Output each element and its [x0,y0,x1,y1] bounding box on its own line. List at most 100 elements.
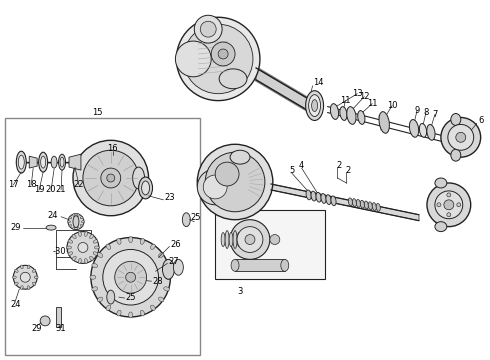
Ellipse shape [73,216,79,228]
Polygon shape [69,154,81,170]
Ellipse shape [142,181,149,195]
Ellipse shape [67,246,72,249]
Text: 28: 28 [152,277,163,286]
Ellipse shape [352,199,356,207]
Ellipse shape [68,221,71,223]
Ellipse shape [16,151,26,173]
Text: 5: 5 [289,166,294,175]
Ellipse shape [27,265,30,269]
Ellipse shape [51,156,57,168]
Ellipse shape [73,227,75,230]
Circle shape [67,231,99,264]
Ellipse shape [93,240,98,243]
Text: 22: 22 [74,180,84,189]
Text: 10: 10 [387,101,397,110]
Ellipse shape [356,199,361,207]
Text: 21: 21 [56,185,66,194]
Polygon shape [256,68,310,112]
Ellipse shape [133,167,145,189]
Ellipse shape [241,231,245,248]
Ellipse shape [32,282,36,285]
Text: 11: 11 [367,99,377,108]
Text: 2: 2 [337,161,342,170]
Circle shape [78,243,88,252]
Text: 24: 24 [48,211,58,220]
Ellipse shape [331,196,336,206]
Text: 20: 20 [46,185,56,194]
Text: 25: 25 [190,213,201,222]
Ellipse shape [81,221,84,223]
Circle shape [115,261,147,293]
Ellipse shape [182,213,190,227]
Ellipse shape [68,240,73,243]
Ellipse shape [219,69,247,89]
Circle shape [200,21,216,37]
Ellipse shape [348,198,352,206]
Text: 6: 6 [479,116,484,125]
Ellipse shape [237,233,241,247]
Ellipse shape [164,264,170,268]
Ellipse shape [69,225,72,227]
Ellipse shape [15,282,18,285]
Ellipse shape [34,276,38,279]
Ellipse shape [15,269,18,273]
Ellipse shape [84,258,88,264]
Circle shape [197,169,233,205]
Ellipse shape [139,177,152,199]
Ellipse shape [330,104,339,120]
Text: 17: 17 [8,180,19,189]
Ellipse shape [410,120,418,137]
Ellipse shape [59,154,66,170]
Ellipse shape [281,260,289,271]
Circle shape [103,249,158,305]
Text: 18: 18 [26,180,37,189]
Ellipse shape [69,216,72,219]
Ellipse shape [379,112,390,133]
Ellipse shape [225,231,229,248]
Ellipse shape [78,231,81,237]
Ellipse shape [230,150,250,164]
Ellipse shape [129,237,133,243]
Circle shape [441,117,481,157]
Ellipse shape [340,107,347,120]
Text: 25: 25 [125,293,136,302]
Circle shape [197,144,273,220]
Ellipse shape [309,95,320,117]
Text: 4: 4 [299,161,304,170]
Ellipse shape [321,194,326,203]
Ellipse shape [12,276,16,279]
Ellipse shape [427,125,435,140]
Circle shape [437,203,441,207]
Ellipse shape [98,297,103,302]
Ellipse shape [140,238,145,244]
Ellipse shape [360,200,365,208]
Ellipse shape [173,260,183,275]
Ellipse shape [18,155,24,169]
Ellipse shape [229,233,233,247]
Ellipse shape [316,192,321,202]
Ellipse shape [39,152,48,172]
Circle shape [447,213,451,217]
Circle shape [176,17,260,100]
Ellipse shape [41,156,46,168]
Circle shape [91,238,171,317]
Text: 31: 31 [56,324,66,333]
Text: 15: 15 [92,108,102,117]
Text: 12: 12 [359,92,369,101]
Circle shape [73,140,148,216]
Ellipse shape [77,213,79,216]
Ellipse shape [166,275,171,279]
Ellipse shape [80,225,83,227]
Circle shape [448,125,474,150]
Circle shape [68,214,84,230]
Ellipse shape [312,100,318,112]
Ellipse shape [73,234,76,239]
Ellipse shape [106,305,111,310]
Text: 13: 13 [352,89,363,98]
Text: 26: 26 [171,240,181,249]
Circle shape [183,24,253,94]
Ellipse shape [95,246,99,249]
Ellipse shape [98,253,103,257]
Ellipse shape [376,203,380,211]
Ellipse shape [164,287,170,291]
